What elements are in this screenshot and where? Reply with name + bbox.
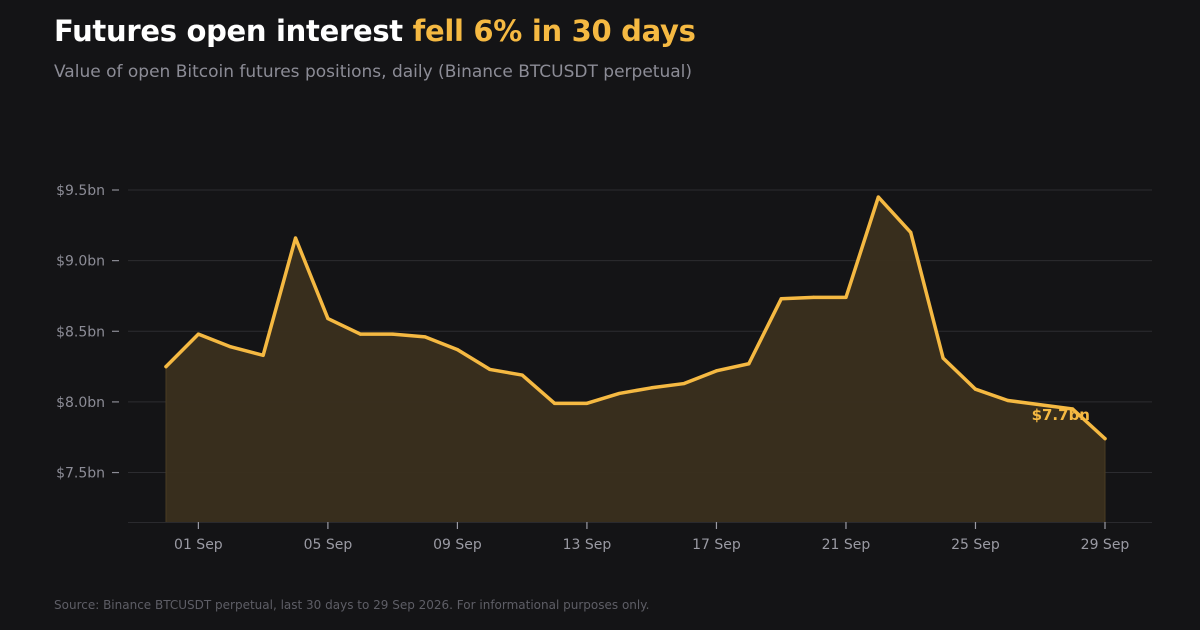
- y-tick-label: $9.5bn: [56, 183, 105, 199]
- x-tick-label: 21 Sep: [822, 537, 871, 553]
- y-tick-label: $8.0bn: [56, 395, 105, 411]
- area-fill: [166, 197, 1105, 522]
- end-value-label: $7.7bn: [1032, 406, 1090, 424]
- data-point: [391, 332, 395, 336]
- chart-title: Futures open interest fell 6% in 30 days: [54, 14, 696, 48]
- y-tick-label: $8.5bn: [56, 324, 105, 340]
- data-point: [1103, 437, 1107, 441]
- data-point: [779, 297, 783, 301]
- data-point: [164, 364, 168, 369]
- data-point: [261, 353, 265, 357]
- data-point: [552, 401, 557, 405]
- data-point: [455, 348, 460, 352]
- series-line: [164, 195, 1107, 441]
- data-point: [909, 230, 913, 234]
- data-point: [326, 316, 330, 321]
- x-tick-label: 17 Sep: [692, 537, 741, 553]
- data-point: [714, 369, 719, 373]
- data-point: [293, 236, 298, 240]
- area-layer: [164, 195, 1107, 522]
- data-point: [585, 401, 589, 405]
- x-tick-label: 09 Sep: [433, 537, 482, 553]
- title-main: Futures open interest: [54, 14, 413, 48]
- x-tick-label: 29 Sep: [1081, 537, 1130, 553]
- data-point: [1071, 407, 1075, 411]
- x-tick-label: 05 Sep: [304, 537, 353, 553]
- x-tick-label: 13 Sep: [563, 537, 612, 553]
- labels: $7.5bn $8.0bn $8.5bn $9.0bn $9.5bn 01 Sep 05 S…: [56, 183, 1129, 553]
- data-point: [488, 367, 492, 372]
- data-point: [682, 381, 686, 386]
- x-tick-label: 25 Sep: [951, 537, 1000, 553]
- data-point: [1006, 398, 1010, 403]
- data-point: [617, 391, 621, 396]
- chart-subtitle: Value of open Bitcoin futures positions,…: [54, 62, 692, 82]
- x-tick-label: 01 Sep: [174, 537, 223, 553]
- title-accent: fell 6% in 30 days: [412, 14, 696, 48]
- data-point: [876, 195, 880, 199]
- source-note: Source: Binance BTCUSDT perpetual, last …: [54, 598, 650, 612]
- data-point: [196, 332, 200, 336]
- data-point: [358, 332, 362, 336]
- data-point: [747, 362, 751, 366]
- y-tick-label: $7.5bn: [56, 466, 105, 482]
- data-point: [229, 345, 233, 349]
- y-tick-label: $9.0bn: [56, 254, 105, 270]
- data-point: [973, 387, 978, 391]
- data-point: [941, 356, 945, 360]
- data-point: [1038, 403, 1042, 407]
- data-point: [811, 295, 816, 299]
- data-point: [423, 335, 427, 339]
- data-point: [844, 295, 848, 299]
- data-point: [650, 386, 654, 390]
- axes: [112, 189, 1152, 529]
- data-point: [520, 373, 524, 377]
